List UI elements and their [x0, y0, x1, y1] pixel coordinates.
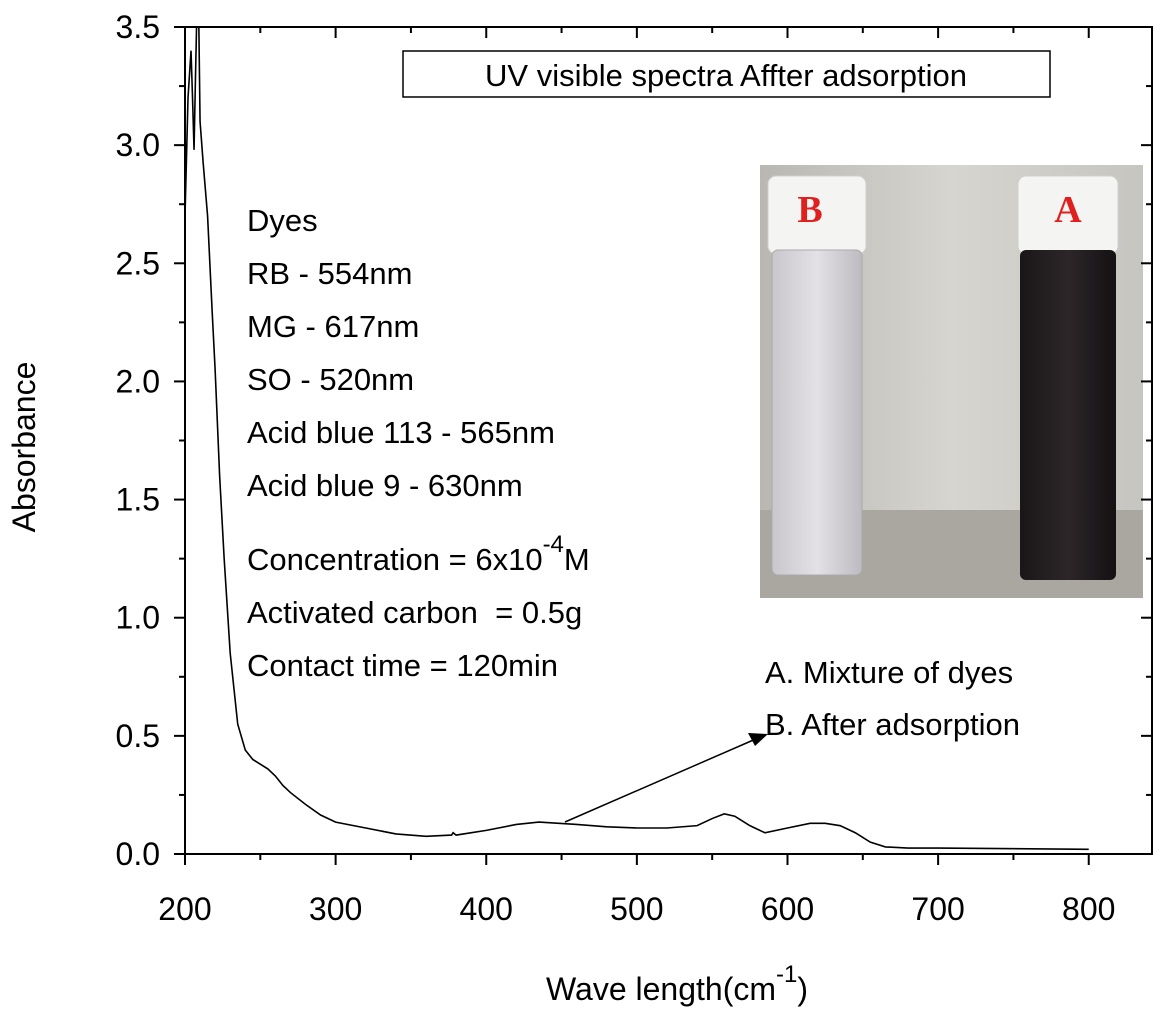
arrow-line — [564, 737, 759, 823]
x-tick-label: 300 — [309, 891, 362, 927]
title-box — [402, 50, 1051, 98]
x-tick-label: 500 — [610, 891, 663, 927]
concentration-part: Concentration = 6x10 — [247, 542, 543, 577]
concentration-part: M — [564, 542, 590, 577]
dyes-heading: Dyes — [247, 203, 318, 238]
x-label-part-sup: -1 — [776, 961, 797, 988]
photo-inset — [760, 165, 1143, 598]
y-tick-label: 0.5 — [116, 718, 160, 754]
y-tick-label: 3.0 — [116, 127, 160, 163]
vial-dark — [1020, 250, 1116, 580]
photo-label: B — [797, 189, 822, 231]
concentration-part-sup: -4 — [543, 531, 564, 558]
note: B. After adsorption — [765, 707, 1020, 742]
x-tick-label: 700 — [911, 891, 964, 927]
y-tick-label: 1.0 — [116, 600, 160, 636]
x-label-part: Wave length(cm — [546, 971, 776, 1007]
concentration: Concentration = 6x10-4M — [247, 531, 590, 577]
x-label-part: ) — [797, 971, 808, 1007]
y-tick-label: 0.0 — [116, 836, 160, 872]
y-tick-label: 2.5 — [116, 245, 160, 281]
y-axis-label: Absorbance — [6, 362, 42, 533]
y-tick-label: 3.5 — [116, 9, 160, 45]
vial-clear — [771, 249, 863, 576]
x-tick-label: 200 — [158, 891, 211, 927]
x-tick-label: 800 — [1062, 891, 1115, 927]
dye-line: SO - 520nm — [247, 362, 414, 397]
dye-line: Acid blue 113 - 565nm — [247, 415, 555, 450]
dye-line: MG - 617nm — [247, 309, 419, 344]
arrow-head — [748, 733, 768, 746]
spectrum-line — [185, 27, 1089, 851]
dye-line: Acid blue 9 - 630nm — [247, 468, 523, 503]
x-tick-label: 400 — [460, 891, 513, 927]
note: A. Mixture of dyes — [765, 655, 1013, 690]
condition: Contact time = 120min — [247, 648, 558, 683]
chart-title: UV visible spectra Affter adsorption — [485, 58, 967, 93]
photo-label: A — [1054, 189, 1082, 231]
x-axis-label: Wave length(cm-1) — [546, 961, 808, 1007]
y-tick-label: 1.5 — [116, 482, 160, 518]
condition: Activated carbon = 0.5g — [247, 595, 582, 630]
y-tick-label: 2.0 — [116, 363, 160, 399]
x-tick-label: 600 — [761, 891, 814, 927]
dye-line: RB - 554nm — [247, 256, 412, 291]
